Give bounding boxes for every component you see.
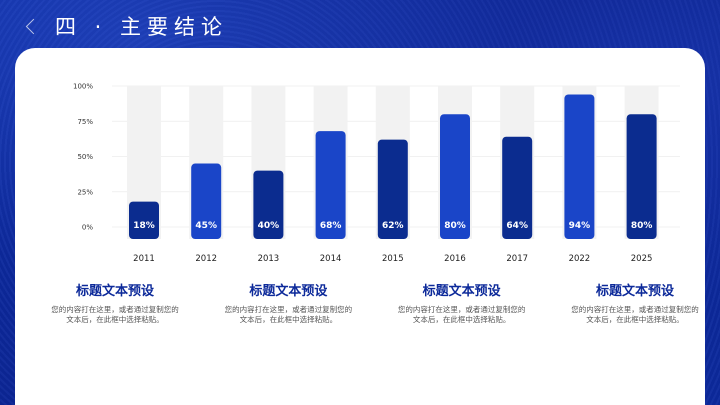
text-column: 标题文本预设 您的内容打在这里，或者通过复制您的文本后，在此框中选择粘贴。: [218, 280, 358, 325]
x-tick-label: 2015: [382, 254, 404, 264]
x-tick-label: 2025: [631, 254, 653, 264]
x-tick-label: 2017: [506, 254, 528, 264]
data-label: 80%: [444, 221, 466, 231]
page-title: 四 · 主要结论: [55, 15, 229, 39]
data-label: 94%: [569, 221, 591, 231]
column-body: 您的内容打在这里，或者通过复制您的文本后，在此框中选择粘贴。: [224, 305, 353, 324]
data-label: 64%: [506, 221, 528, 231]
column-title: 标题文本预设: [422, 284, 501, 299]
x-tick-label: 2016: [444, 254, 466, 264]
y-tick-label: 100%: [73, 83, 93, 91]
bar: [564, 94, 595, 240]
data-label: 68%: [320, 221, 342, 231]
x-tick-label: 2022: [569, 254, 591, 264]
column-title: 标题文本预设: [595, 284, 674, 299]
data-label: 45%: [195, 221, 217, 231]
bar: [129, 201, 159, 239]
header: 四 · 主要结论: [25, 8, 229, 44]
text-column: 标题文本预设 您的内容打在这里，或者通过复制您的文本后，在此框中选择粘贴。: [565, 280, 705, 325]
text-column: 标题文本预设 您的内容打在这里，或者通过复制您的文本后，在此框中选择粘贴。: [45, 280, 185, 325]
data-label: 40%: [258, 221, 280, 231]
data-label: 18%: [133, 221, 155, 231]
x-tick-label: 2014: [320, 254, 342, 264]
x-tick-label: 2011: [133, 254, 155, 264]
column-body: 您的内容打在这里，或者通过复制您的文本后，在此框中选择粘贴。: [397, 305, 526, 324]
data-label: 80%: [631, 221, 653, 231]
column-title: 标题文本预设: [75, 284, 154, 299]
y-tick-label: 75%: [77, 118, 93, 126]
y-tick-label: 25%: [77, 188, 93, 196]
column-body: 您的内容打在这里，或者通过复制您的文本后，在此框中选择粘贴。: [51, 305, 179, 324]
data-label: 62%: [382, 221, 404, 231]
text-column: 标题文本预设 您的内容打在这里，或者通过复制您的文本后，在此框中选择粘贴。: [392, 280, 532, 325]
bar: [253, 170, 284, 239]
x-tick-label: 2013: [258, 254, 280, 264]
bar: [377, 139, 408, 239]
y-tick-label: 0%: [82, 224, 93, 232]
bar: [502, 136, 533, 239]
bar: [440, 114, 470, 239]
y-tick-label: 50%: [77, 153, 93, 161]
column-title: 标题文本预设: [249, 284, 328, 299]
x-tick-label: 2012: [195, 254, 217, 264]
bar: [191, 163, 222, 239]
bar: [315, 131, 346, 239]
bar: [626, 114, 657, 239]
column-body: 您的内容打在这里，或者通过复制您的文本后，在此框中选择粘贴。: [571, 305, 699, 324]
text-columns: 标题文本预设 您的内容打在这里，或者通过复制您的文本后，在此框中选择粘贴。 标题…: [45, 280, 705, 325]
